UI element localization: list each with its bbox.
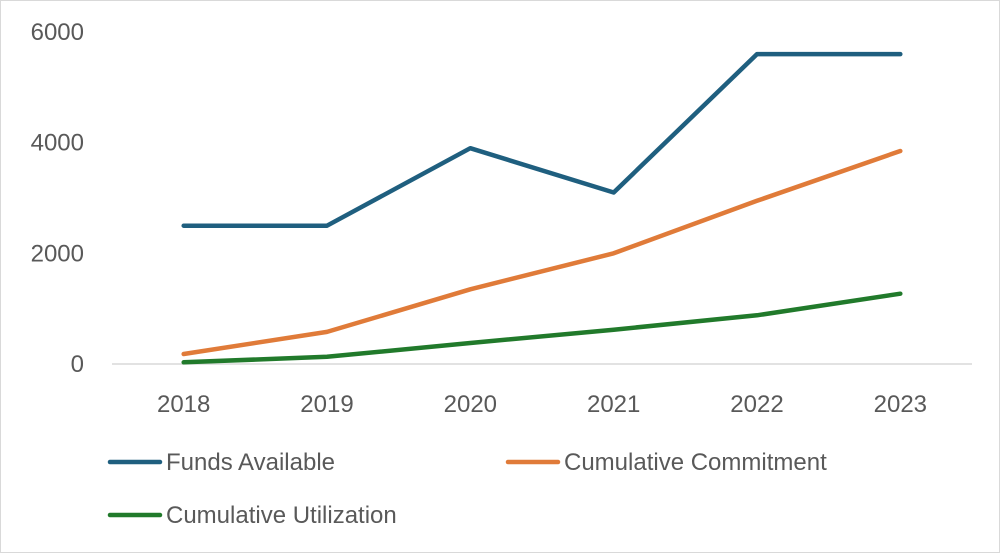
legend-item-cumulative-utilization: Cumulative Utilization — [107, 502, 397, 529]
series-line-funds-available — [181, 51, 903, 228]
y-tick-labels: 0 2000 4000 6000 — [31, 19, 84, 378]
x-tick-label: 2020 — [444, 391, 497, 418]
legend-label: Funds Available — [166, 449, 335, 476]
x-tick-label: 2021 — [587, 391, 640, 418]
legend-item-funds-available: Funds Available — [107, 449, 335, 476]
y-tick-label: 4000 — [31, 130, 84, 157]
x-tick-labels: 2018 2019 2020 2021 2022 2023 — [157, 391, 927, 418]
series-lines — [181, 51, 903, 365]
legend-item-cumulative-commitment: Cumulative Commitment — [505, 449, 827, 476]
x-tick-label: 2018 — [157, 391, 210, 418]
legend-label: Cumulative Commitment — [564, 449, 827, 476]
y-tick-label: 6000 — [31, 19, 84, 46]
legend: Funds Available Cumulative Commitment Cu… — [107, 449, 827, 529]
y-tick-label: 0 — [71, 351, 84, 378]
legend-label: Cumulative Utilization — [166, 502, 397, 529]
series-line-cumulative-commitment — [181, 148, 903, 357]
y-tick-label: 2000 — [31, 240, 84, 267]
x-tick-label: 2019 — [300, 391, 353, 418]
x-tick-label: 2023 — [874, 391, 927, 418]
series-line-cumulative-utilization — [181, 291, 903, 365]
x-tick-label: 2022 — [730, 391, 783, 418]
